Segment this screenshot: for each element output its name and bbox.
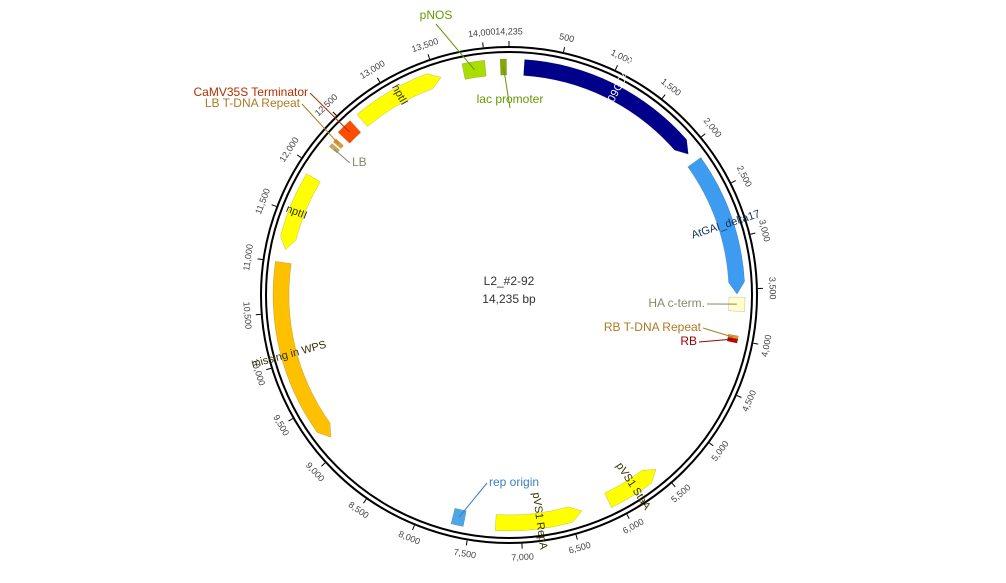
tick-mark — [288, 418, 294, 422]
tick-mark — [376, 77, 381, 83]
tick-label: 2,500 — [735, 164, 754, 189]
tick-label: 5,000 — [709, 439, 730, 463]
plasmid-name: L2_#2-92 — [484, 274, 535, 288]
tick-mark — [575, 534, 578, 540]
tick-label: 8,000 — [397, 529, 422, 547]
feature-label: RB — [680, 334, 697, 348]
leader-line — [333, 148, 351, 164]
tick-label: 7,000 — [511, 551, 534, 562]
feature-label: RB T-DNA Repeat — [604, 320, 702, 334]
feature — [726, 336, 739, 344]
tick-mark — [661, 94, 666, 99]
tick-mark — [412, 525, 415, 531]
tick-mark — [271, 204, 277, 207]
tick-label: 4,500 — [740, 389, 758, 414]
tick-label: 8,500 — [347, 499, 371, 520]
tick-label: 9,500 — [271, 413, 291, 438]
tick-label: 5,500 — [669, 482, 693, 504]
tick-label: 11,000 — [241, 243, 255, 271]
tick-mark — [563, 47, 566, 53]
leader-line — [698, 338, 733, 343]
tick-mark — [363, 498, 367, 504]
feature-label: HA c-term. — [648, 296, 705, 310]
backbone-inner — [265, 51, 753, 539]
tick-mark — [736, 395, 742, 398]
tick-label: 13,500 — [410, 36, 439, 54]
tick-label: 10,500 — [241, 301, 253, 329]
tick-mark — [614, 65, 618, 71]
tick-mark — [701, 133, 706, 138]
plasmid-length: 14,235 bp — [482, 292, 536, 306]
tick-mark — [671, 482, 676, 488]
tick-label: 3,000 — [757, 218, 772, 242]
tick-label: 3,500 — [767, 277, 778, 300]
feature — [280, 173, 321, 251]
backbone-outer — [260, 46, 758, 544]
tick-label: 14,235 — [495, 26, 523, 36]
feature — [494, 506, 583, 532]
feature — [356, 73, 442, 128]
feature — [687, 157, 745, 295]
tick-mark — [708, 442, 714, 447]
feature — [523, 59, 689, 155]
leader-line — [458, 482, 488, 518]
tick-mark — [321, 462, 326, 467]
feature-label: CaMV35S Terminator — [194, 85, 309, 99]
tick-label: 500 — [558, 31, 575, 44]
tick-label: 11,500 — [253, 187, 272, 216]
tick-mark — [482, 42, 484, 48]
tick-mark — [266, 367, 272, 371]
tick-mark — [731, 180, 736, 184]
tick-label: 4,000 — [759, 334, 773, 358]
leader-line — [309, 92, 350, 133]
tick-mark — [626, 514, 630, 519]
tick-mark — [332, 111, 337, 116]
tick-label: 6,500 — [567, 540, 591, 556]
feature-label: rep origin — [489, 475, 539, 489]
leader-line — [435, 23, 475, 70]
tick-mark — [427, 54, 431, 60]
tick-mark — [753, 342, 759, 345]
tick-label: 1,500 — [659, 76, 683, 98]
leader-line — [301, 103, 339, 145]
leader-line — [502, 66, 511, 109]
feature — [604, 469, 657, 508]
feature — [272, 261, 332, 438]
tick-mark — [750, 232, 756, 235]
feature-label: pNOS — [420, 8, 453, 22]
tick-mark — [257, 258, 263, 261]
feature — [328, 143, 340, 154]
tick-label: 7,500 — [453, 547, 477, 561]
tick-label: 2,000 — [702, 116, 724, 140]
tick-label: 9,000 — [304, 460, 327, 483]
feature-label: pManes09G047609 — [587, 48, 643, 139]
tick-mark — [296, 154, 302, 159]
feature-label: LB T-DNA Repeat — [205, 96, 301, 110]
leader-line — [702, 327, 734, 338]
tick-label: 6,000 — [621, 516, 646, 535]
tick-label: 13,000 — [358, 58, 387, 81]
tick-label: 12,000 — [277, 135, 301, 163]
tick-label: 14,000 — [467, 26, 495, 39]
feature-label: LB — [352, 155, 367, 169]
feature-label: lac promoter — [477, 92, 544, 106]
tick-mark — [465, 540, 468, 546]
